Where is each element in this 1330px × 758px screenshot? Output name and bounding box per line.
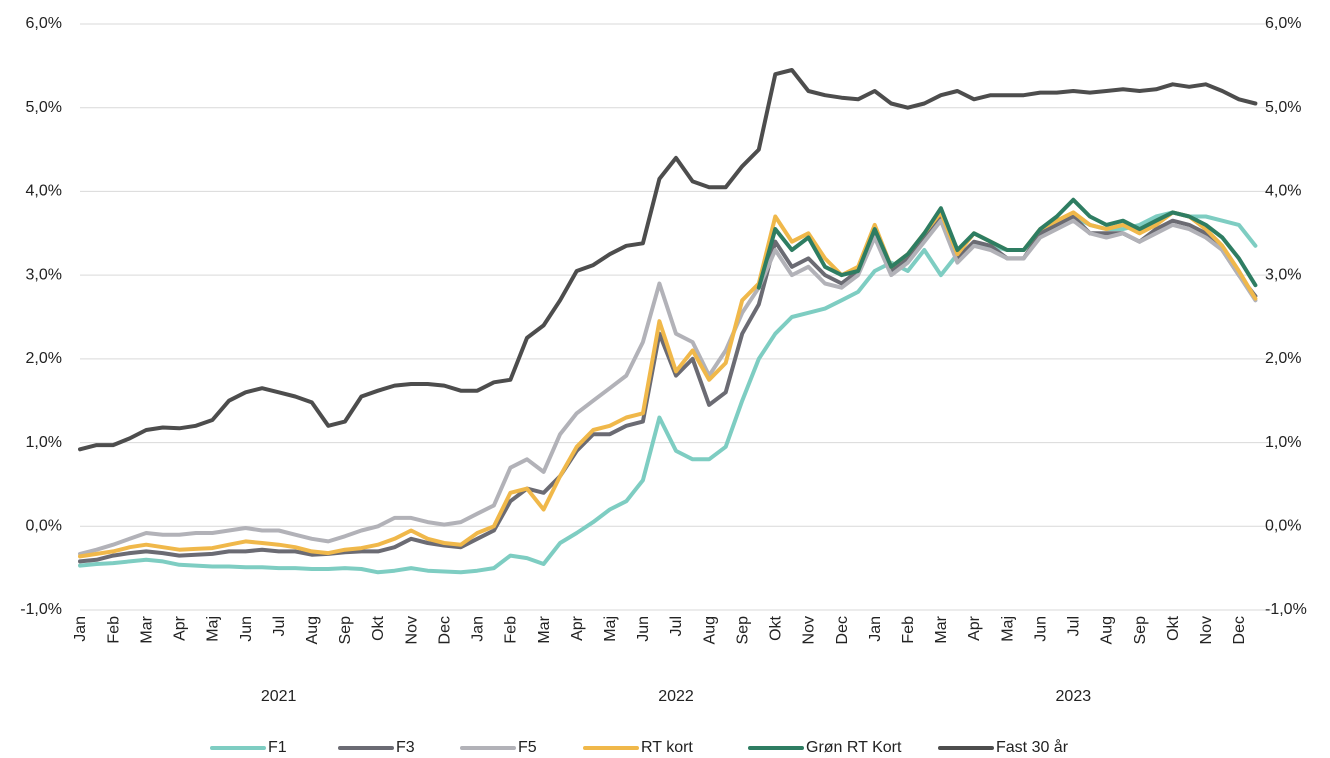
legend-label: F5 xyxy=(518,739,537,756)
year-label: 2023 xyxy=(1056,688,1092,705)
x-tick-label: Nov xyxy=(801,616,818,644)
x-tick-label: Maj xyxy=(999,616,1016,642)
x-tick-label: Apr xyxy=(172,615,189,641)
x-tick-label: Dec xyxy=(834,616,851,644)
x-tick-label: Jun xyxy=(238,616,255,642)
x-tick-label: Okt xyxy=(370,615,387,640)
x-tick-label: Jul xyxy=(271,616,288,636)
x-tick-label: Mar xyxy=(138,615,155,643)
y2-tick-label: -1,0% xyxy=(1265,601,1307,618)
y-tick-label: 6,0% xyxy=(26,15,62,32)
y-tick-label: 5,0% xyxy=(26,99,62,116)
x-tick-label: Sep xyxy=(337,616,354,645)
y2-tick-label: 0,0% xyxy=(1265,518,1301,535)
y2-tick-label: 3,0% xyxy=(1265,266,1301,283)
x-tick-label: Nov xyxy=(1198,616,1215,644)
year-label: 2021 xyxy=(261,688,297,705)
x-tick-label: Maj xyxy=(205,616,222,642)
x-tick-label: Jan xyxy=(72,616,89,642)
year-label: 2022 xyxy=(658,688,694,705)
x-tick-label: Jul xyxy=(1066,616,1083,636)
x-tick-label: Apr xyxy=(569,615,586,641)
y2-tick-label: 2,0% xyxy=(1265,350,1301,367)
y2-tick-label: 6,0% xyxy=(1265,15,1301,32)
legend-label: Fast 30 år xyxy=(996,738,1069,756)
x-tick-label: Sep xyxy=(1132,616,1149,645)
y2-tick-label: 1,0% xyxy=(1265,434,1301,451)
x-tick-label: Dec xyxy=(1231,616,1248,644)
y-tick-label: 3,0% xyxy=(26,266,62,283)
x-tick-label: Sep xyxy=(734,616,751,645)
x-tick-label: Okt xyxy=(768,615,785,640)
series-line xyxy=(78,218,1258,556)
x-tick-label: Maj xyxy=(602,616,619,642)
legend-label: RT kort xyxy=(641,739,693,756)
y-tick-label: -1,0% xyxy=(20,601,62,618)
y-tick-label: 2,0% xyxy=(26,350,62,367)
x-tick-label: Mar xyxy=(933,615,950,643)
x-tick-label: Feb xyxy=(105,616,122,644)
x-tick-label: Okt xyxy=(1165,615,1182,640)
x-tick-label: Aug xyxy=(1099,616,1116,644)
x-tick-label: Jan xyxy=(470,616,487,642)
x-tick-label: Apr xyxy=(966,615,983,641)
series-line xyxy=(756,197,1258,290)
y2-tick-label: 5,0% xyxy=(1265,99,1301,116)
x-tick-label: Jun xyxy=(635,616,652,642)
x-tick-label: Jan xyxy=(867,616,884,642)
legend-label: F3 xyxy=(396,739,415,756)
legend-label: F1 xyxy=(268,739,287,756)
series-line xyxy=(78,210,1258,559)
y-tick-label: 1,0% xyxy=(26,434,62,451)
series-line xyxy=(78,68,1258,452)
x-tick-label: Mar xyxy=(536,615,553,643)
legend-label: Grøn RT Kort xyxy=(806,739,902,756)
x-tick-label: Feb xyxy=(900,616,917,644)
x-tick-label: Nov xyxy=(403,616,420,644)
y2-tick-label: 4,0% xyxy=(1265,183,1301,200)
series-line xyxy=(78,210,1258,575)
x-tick-label: Aug xyxy=(701,616,718,644)
x-tick-label: Jul xyxy=(668,616,685,636)
x-tick-label: Aug xyxy=(304,616,321,644)
series-line xyxy=(78,214,1258,564)
x-tick-label: Feb xyxy=(503,616,520,644)
x-tick-label: Jun xyxy=(1032,616,1049,642)
y-tick-label: 4,0% xyxy=(26,183,62,200)
y-tick-label: 0,0% xyxy=(26,518,62,535)
x-tick-label: Dec xyxy=(436,616,453,644)
